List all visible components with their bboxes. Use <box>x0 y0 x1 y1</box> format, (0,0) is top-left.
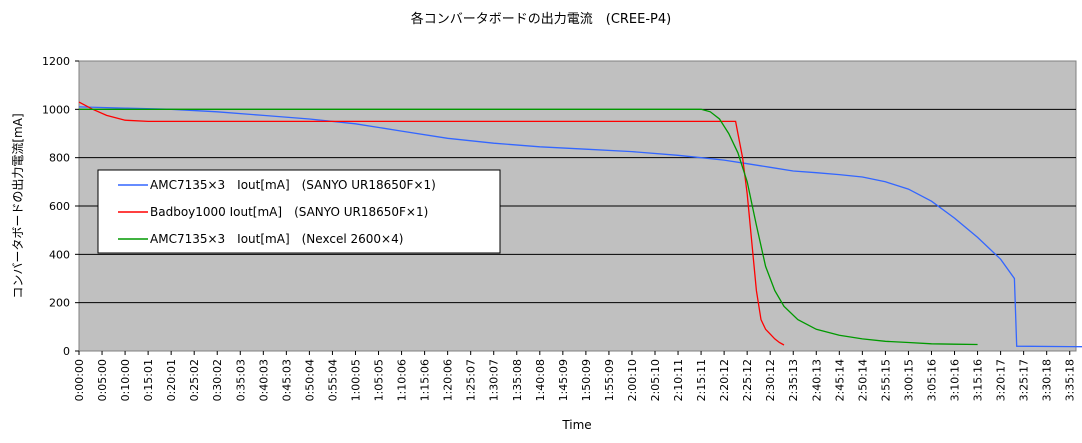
y-tick-label: 600 <box>49 200 70 213</box>
y-axis-label: コンバータボードの出力電流[mA] <box>11 113 25 298</box>
x-tick-label: 1:10:06 <box>396 359 409 401</box>
x-axis-label: Time <box>561 418 591 432</box>
y-tick-label: 800 <box>49 152 70 165</box>
legend-box <box>97 169 501 254</box>
legend-label-3: AMC7135×3 Iout[mA] (Nexcel 2600×4) <box>150 232 403 246</box>
x-tick-label: 2:55:15 <box>879 359 892 401</box>
x-tick-label: 1:05:05 <box>373 359 386 401</box>
x-tick-label: 2:00:10 <box>626 359 639 401</box>
x-tick-label: 2:15:11 <box>695 359 708 401</box>
x-tick-label: 0:20:01 <box>165 359 178 401</box>
x-tick-label: 0:35:03 <box>234 359 247 401</box>
x-tick-label: 2:50:14 <box>856 359 869 401</box>
x-tick-label: 0:55:04 <box>326 359 339 401</box>
legend: AMC7135×3 Iout[mA] (SANYO UR18650F×1) Bad… <box>97 169 501 254</box>
x-tick-label: 3:30:18 <box>1041 359 1054 401</box>
x-tick-label: 1:00:05 <box>349 359 362 401</box>
x-tick-label: 0:25:02 <box>188 359 201 401</box>
y-tick-label: 400 <box>49 248 70 261</box>
x-tick-label: 0:10:00 <box>119 359 132 401</box>
x-tick-label: 1:15:06 <box>419 359 432 401</box>
series-lines <box>78 101 1082 348</box>
series-line-3 <box>79 108 978 346</box>
chart-title: 各コンバータボードの出力電流 (CREE-P4) <box>411 11 671 27</box>
legend-label-1: AMC7135×3 Iout[mA] (SANYO UR18650F×1) <box>150 178 436 192</box>
x-tick-label: 2:40:13 <box>810 359 823 401</box>
x-tick-label: 1:25:07 <box>465 359 478 401</box>
y-tick-label: 200 <box>49 297 70 310</box>
x-tick-label: 0:50:04 <box>303 359 316 401</box>
y-tick-label: 0 <box>63 345 70 358</box>
x-tick-label: 3:10:16 <box>949 359 962 401</box>
x-tick-label: 0:05:00 <box>96 359 109 401</box>
x-tick-label: 2:20:12 <box>718 359 731 401</box>
y-tick-label: 1200 <box>42 55 70 68</box>
x-tick-label: 1:30:07 <box>488 359 501 401</box>
x-tick-label: 3:35:18 <box>1064 359 1077 401</box>
x-tick-label: 2:05:10 <box>649 359 662 401</box>
x-tick-label: 0:00:00 <box>73 359 86 401</box>
x-tick-label: 3:15:16 <box>972 359 985 401</box>
x-tick-label: 0:30:02 <box>211 359 224 401</box>
x-tick-label: 1:55:09 <box>603 359 616 401</box>
x-tick-label: 1:20:06 <box>442 359 455 401</box>
series-line-2 <box>78 101 785 346</box>
x-tick-label: 3:25:17 <box>1018 359 1031 401</box>
y-tick-label: 1000 <box>42 103 70 116</box>
x-tick-label: 1:45:09 <box>557 359 570 401</box>
x-tick-label: 0:15:01 <box>142 359 155 401</box>
x-axis: 0:00:00 0:05:00 0:10:00 0:15:01 0:20:01 0:25:… <box>73 351 1077 401</box>
x-tick-label: 2:45:14 <box>833 359 846 401</box>
x-tick-label: 1:35:08 <box>511 359 524 401</box>
y-axis: 0 200 400 600 800 1000 1200 <box>42 55 79 358</box>
x-tick-label: 2:35:13 <box>787 359 800 401</box>
x-tick-label: 3:00:15 <box>902 359 915 401</box>
x-tick-label: 1:40:08 <box>534 359 547 401</box>
legend-label-2: Badboy1000 Iout[mA] (SANYO UR18650F×1) <box>150 205 428 219</box>
x-tick-label: 2:30:12 <box>764 359 777 401</box>
x-tick-label: 3:05:16 <box>925 359 938 401</box>
x-tick-label: 2:25:12 <box>741 359 754 401</box>
x-tick-label: 0:40:03 <box>257 359 270 401</box>
x-tick-label: 0:45:03 <box>280 359 293 401</box>
x-tick-label: 2:10:11 <box>672 359 685 401</box>
x-tick-label: 3:20:17 <box>995 359 1008 401</box>
x-tick-label: 1:50:09 <box>580 359 593 401</box>
